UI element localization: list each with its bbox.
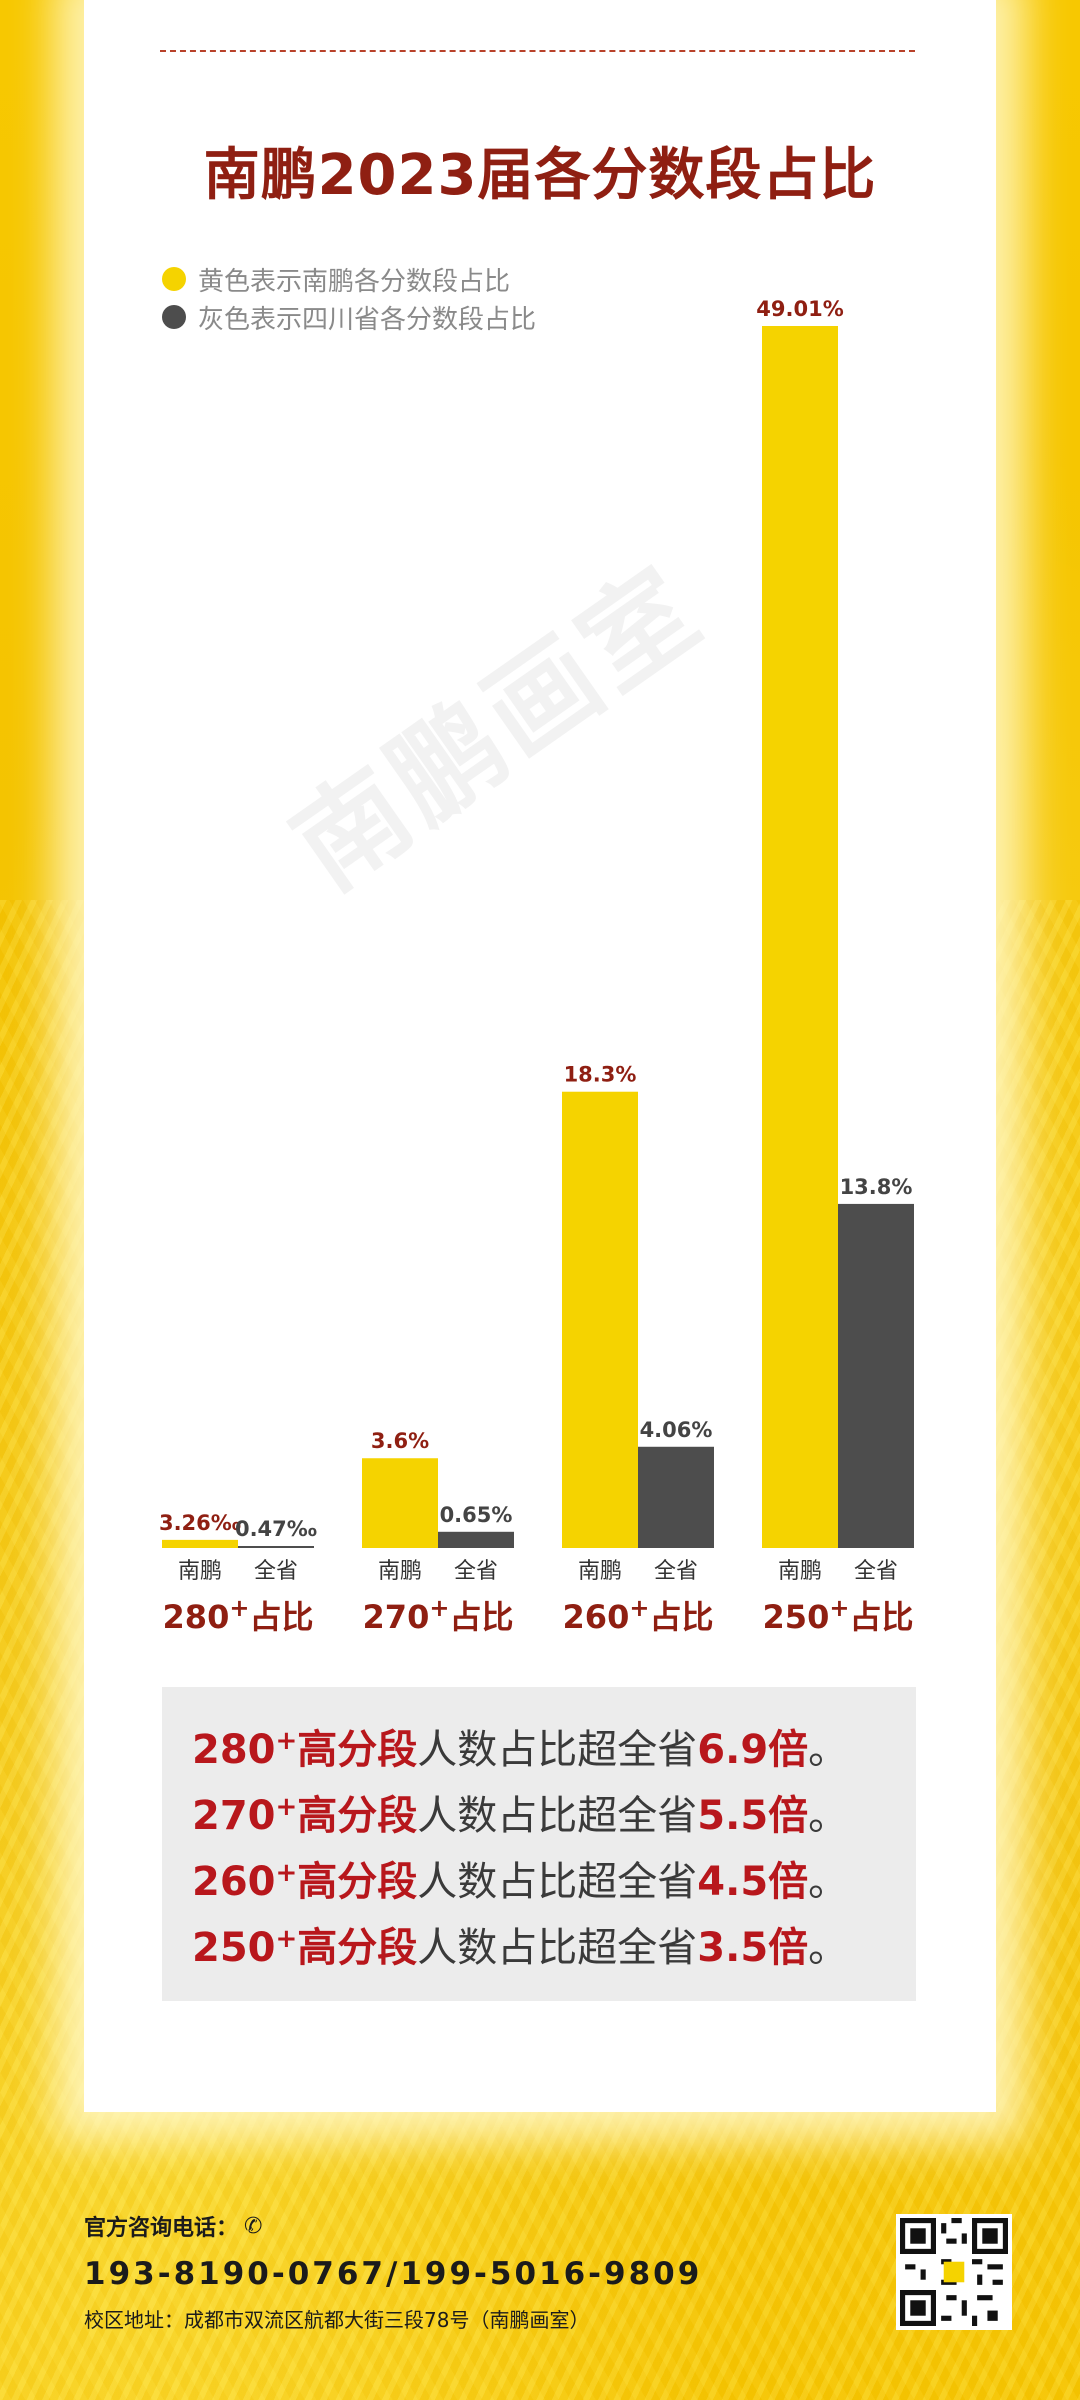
summary-multiple: 5.5倍 (697, 1793, 809, 1839)
legend-gray-dot (162, 305, 186, 329)
bar-nanpeng (562, 1091, 638, 1548)
summary-multiple: 6.9倍 (697, 1727, 809, 1773)
bar-value-label: 3.6% (371, 1429, 429, 1453)
summary-period: 。 (808, 1727, 849, 1773)
summary-plus: + (275, 1924, 298, 1954)
summary-score: 260 (192, 1859, 276, 1905)
bar-name-label: 南鹏 (378, 1559, 422, 1584)
bar-value-label: 13.8% (840, 1175, 913, 1199)
bar-province (438, 1531, 514, 1548)
summary-period: 。 (808, 1859, 849, 1905)
bar-nanpeng (162, 1539, 238, 1548)
bar-nanpeng (762, 326, 838, 1548)
summary-line-280: 280+高分段人数占比超全省6.9倍。 (192, 1717, 848, 1775)
phone-label: 官方咨询电话： (84, 2216, 239, 2241)
summary-line-250: 250+高分段人数占比超全省3.5倍。 (192, 1915, 848, 1973)
bar-province (838, 1203, 914, 1548)
category-label: 260+占比 (563, 1594, 714, 1636)
category-label: 270+占比 (363, 1594, 514, 1636)
summary-multiple: 4.5倍 (697, 1859, 809, 1905)
legend-item-nanpeng: 黄色表示南鹏各分数段占比 (162, 260, 536, 298)
summary-score: 280 (192, 1727, 276, 1773)
bar-value-label: 49.01% (756, 297, 843, 321)
phone-icon: ✆ (244, 2213, 263, 2239)
summary-line-260: 260+高分段人数占比超全省4.5倍。 (192, 1849, 848, 1907)
footer-contact: 官方咨询电话： ✆ 193-8190-0767/199-5016-9809 校区… (84, 2210, 702, 2333)
summary-text: 人数占比超全省 (417, 1859, 698, 1905)
summary-highlight: 高分段 (297, 1793, 418, 1839)
summary-text: 人数占比超全省 (417, 1727, 698, 1773)
bar-name-label: 全省 (254, 1559, 298, 1584)
legend-yellow-dot (162, 267, 186, 291)
bar-value-label: 4.06% (640, 1418, 713, 1442)
chart-legend: 黄色表示南鹏各分数段占比 灰色表示四川省各分数段占比 (162, 260, 536, 336)
summary-plus: + (275, 1858, 298, 1888)
summary-multiple: 3.5倍 (697, 1925, 809, 1971)
summary-highlight: 高分段 (297, 1925, 418, 1971)
bar-name-label: 全省 (854, 1559, 898, 1584)
legend-label-nanpeng: 黄色表示南鹏各分数段占比 (198, 266, 511, 297)
bar-name-label: 南鹏 (578, 1559, 622, 1584)
bar-value-label: 3.26‰ (159, 1511, 241, 1535)
bar-name-label: 南鹏 (178, 1559, 222, 1584)
bar-province (638, 1446, 714, 1548)
summary-plus: + (275, 1792, 298, 1822)
bar-value-label: 18.3% (564, 1063, 637, 1087)
qr-code[interactable] (896, 2214, 1012, 2330)
bar-value-label: 0.47‰ (235, 1517, 317, 1541)
phone-label-row: 官方咨询电话： ✆ (84, 2210, 702, 2242)
phone-numbers[interactable]: 193-8190-0767/199-5016-9809 (84, 2256, 703, 2292)
bar-name-label: 南鹏 (778, 1559, 822, 1584)
summary-plus: + (275, 1726, 298, 1756)
campus-address: 校区地址：成都市双流区航都大街三段78号（南鹏画室） (84, 2308, 590, 2332)
summary-period: 。 (808, 1925, 849, 1971)
legend-label-province: 灰色表示四川省各分数段占比 (198, 304, 537, 335)
summary-line-270: 270+高分段人数占比超全省5.5倍。 (192, 1783, 848, 1841)
summary-score: 250 (192, 1925, 276, 1971)
summary-box: 280+高分段人数占比超全省6.9倍。 270+高分段人数占比超全省5.5倍。 … (162, 1687, 916, 2001)
bar-value-label: 0.65% (440, 1503, 513, 1527)
category-label: 280+占比 (163, 1594, 314, 1636)
bar-nanpeng (362, 1458, 438, 1548)
top-dashed-divider (160, 50, 915, 52)
bar-province (238, 1546, 314, 1548)
bar-name-label: 全省 (454, 1559, 498, 1584)
legend-item-province: 灰色表示四川省各分数段占比 (162, 298, 536, 336)
bar-chart: 3.26‰ 南鹏 0.47‰ 全省 280+占比 3.6% 南鹏 0.65% 全省 270+占比 1… (159, 297, 914, 1636)
summary-highlight: 高分段 (297, 1859, 418, 1905)
summary-text: 人数占比超全省 (417, 1925, 698, 1971)
summary-text: 人数占比超全省 (417, 1793, 698, 1839)
qr-code-icon (900, 2218, 1008, 2326)
summary-period: 。 (808, 1793, 849, 1839)
bar-name-label: 全省 (654, 1559, 698, 1584)
page-title: 南鹏2023届各分数段占比 (203, 143, 877, 208)
category-label: 250+占比 (763, 1594, 914, 1636)
summary-score: 270 (192, 1793, 276, 1839)
summary-highlight: 高分段 (297, 1727, 418, 1773)
